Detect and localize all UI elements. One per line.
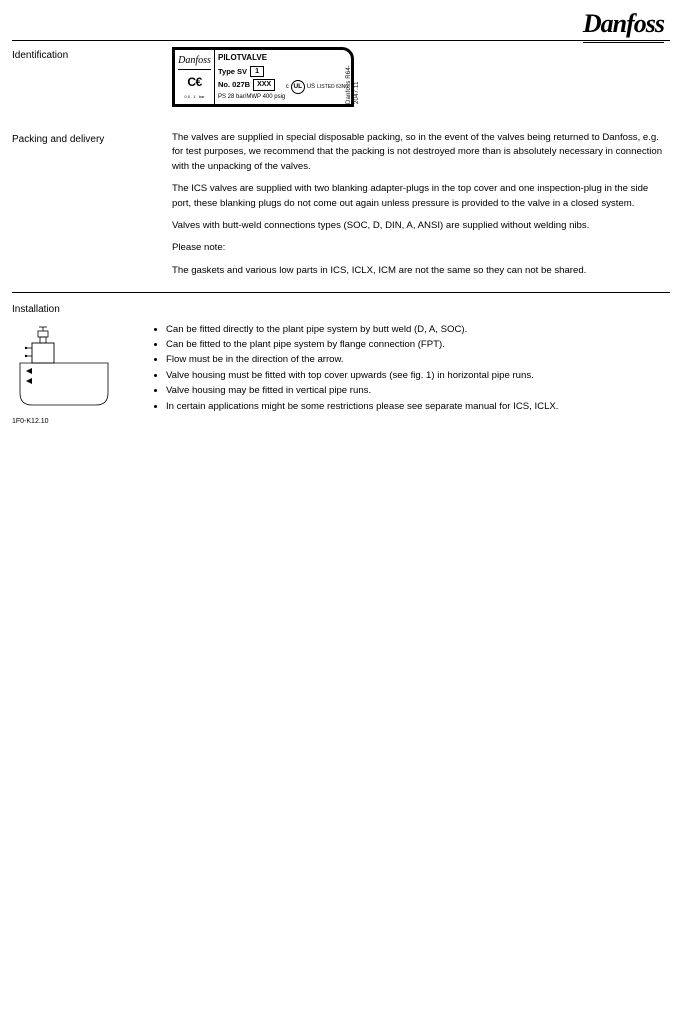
installation-bullet: In certain applications might be some re… — [166, 400, 670, 414]
installation-bullet: Can be fitted to the plant pipe system b… — [166, 338, 670, 352]
delivery-p2: The ICS valves are supplied with two bla… — [172, 182, 670, 211]
rating-plate: Danfoss R64-2047.11 Danfoss C€ 0.0 . 1 .… — [172, 47, 354, 107]
delivery-p5: The gaskets and various low parts in ICS… — [172, 264, 670, 278]
plate-line1: PILOTVALVE — [218, 53, 348, 64]
ul-us: US — [307, 83, 315, 91]
danfoss-logo: Danfoss — [583, 6, 664, 43]
plate-logo: Danfoss — [178, 54, 211, 70]
figure-column: 1F0-K12.10 — [12, 323, 132, 426]
ul-listed: LISTED 63N0 — [317, 84, 348, 91]
delivery-p3: Valves with butt-weld connections types … — [172, 219, 670, 233]
installation-bullet: Valve housing must be fitted with top co… — [166, 369, 670, 383]
top-bar: Danfoss — [12, 0, 670, 40]
ul-mark: c UL US LISTED 63N0 — [286, 80, 348, 94]
plate-line3-label: No. 027B — [218, 80, 250, 90]
plate-line2-label: Type SV — [218, 67, 247, 77]
delivery-label: Packing and delivery — [12, 131, 172, 286]
plate-line3-box: XXX — [253, 79, 275, 90]
installation-bullet: Can be fitted directly to the plant pipe… — [166, 323, 670, 337]
installation-body: 1F0-K12.10 Can be fitted directly to the… — [12, 323, 670, 446]
installation-label: Installation — [12, 301, 172, 317]
installation-bullet: Flow must be in the direction of the arr… — [166, 353, 670, 367]
plate-left: Danfoss C€ 0.0 . 1 . bar — [175, 50, 215, 104]
delivery-section: Packing and delivery The valves are supp… — [12, 125, 670, 292]
installation-figure — [12, 323, 114, 423]
ul-c: c — [286, 83, 289, 91]
installation-section: Installation — [12, 293, 670, 323]
delivery-p1: The valves are supplied in special dispo… — [172, 131, 670, 174]
plate-bottom-tiny: 0.0 . 1 . bar — [184, 94, 204, 99]
plate-line2-box: 1 — [250, 66, 264, 77]
delivery-text: The valves are supplied in special dispo… — [172, 131, 670, 286]
identification-section: Identification Danfoss R64-2047.11 Danfo… — [12, 41, 670, 125]
delivery-p4: Please note: — [172, 241, 670, 255]
identification-label: Identification — [12, 47, 172, 107]
valve-diagram-icon — [12, 323, 114, 423]
plate-line4: PS 28 bar/MWP 400 psig — [218, 93, 348, 101]
ce-mark: C€ — [187, 74, 201, 90]
installation-bullets: Can be fitted directly to the plant pipe… — [132, 323, 670, 426]
ul-circle: UL — [291, 80, 305, 94]
plate-right: PILOTVALVE Type SV 1 No. 027B XXX PS 28 … — [215, 50, 351, 104]
installation-bullet: Valve housing may be fitted in vertical … — [166, 384, 670, 398]
